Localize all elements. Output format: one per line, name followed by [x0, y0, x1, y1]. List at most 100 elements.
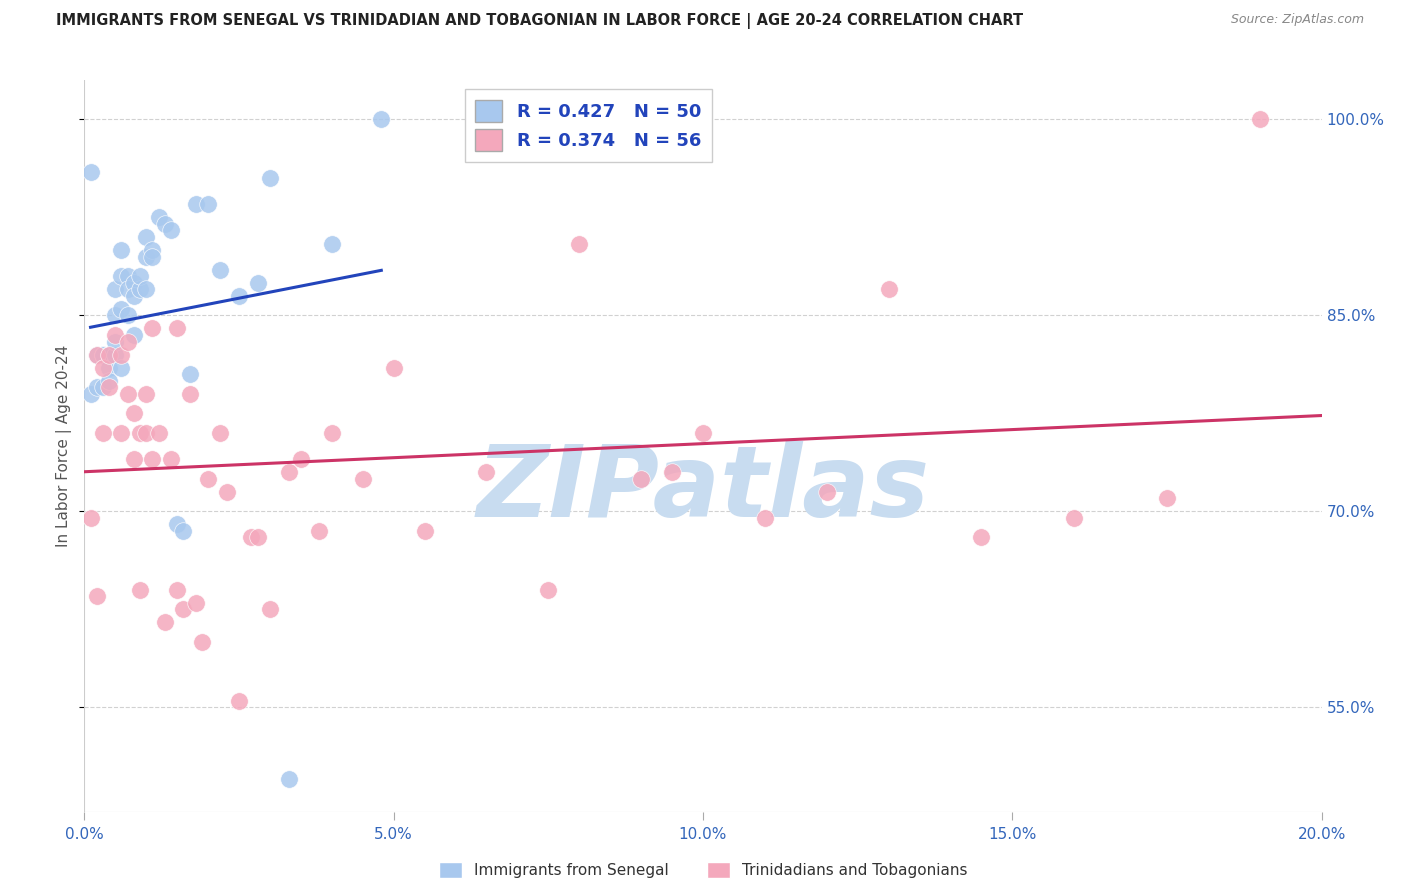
Point: [148, 211, 170, 225]
Point: [321, 236, 343, 251]
Point: [79, 386, 101, 401]
Y-axis label: In Labor Force | Age 20-24: In Labor Force | Age 20-24: [55, 345, 72, 547]
Point: [86, 380, 108, 394]
Point: [1249, 112, 1271, 127]
Point: [86, 589, 108, 603]
Point: [1156, 491, 1178, 506]
Point: [135, 250, 157, 264]
Point: [98, 348, 121, 362]
Point: [110, 425, 132, 440]
Point: [277, 772, 299, 786]
Point: [141, 243, 163, 257]
Point: [129, 425, 152, 440]
Point: [413, 524, 436, 538]
Point: [98, 348, 121, 362]
Point: [754, 511, 776, 525]
Point: [172, 524, 194, 538]
Point: [246, 530, 269, 544]
Point: [122, 452, 145, 467]
Point: [79, 165, 101, 179]
Point: [290, 452, 312, 467]
Point: [79, 511, 101, 525]
Point: [259, 171, 281, 186]
Point: [172, 602, 194, 616]
Text: Source: ZipAtlas.com: Source: ZipAtlas.com: [1230, 13, 1364, 27]
Point: [135, 386, 157, 401]
Text: ZIPatlas: ZIPatlas: [477, 442, 929, 539]
Point: [91, 425, 114, 440]
Point: [122, 276, 145, 290]
Point: [117, 334, 139, 349]
Point: [209, 425, 232, 440]
Point: [215, 484, 238, 499]
Point: [153, 217, 176, 231]
Point: [110, 301, 132, 316]
Point: [98, 380, 121, 394]
Point: [179, 386, 201, 401]
Point: [117, 282, 139, 296]
Point: [86, 348, 108, 362]
Point: [148, 425, 170, 440]
Point: [815, 484, 838, 499]
Point: [141, 250, 163, 264]
Point: [1063, 511, 1085, 525]
Point: [209, 262, 232, 277]
Point: [135, 282, 157, 296]
Point: [197, 472, 219, 486]
Text: IMMIGRANTS FROM SENEGAL VS TRINIDADIAN AND TOBAGONIAN IN LABOR FORCE | AGE 20-24: IMMIGRANTS FROM SENEGAL VS TRINIDADIAN A…: [56, 13, 1024, 29]
Legend: R = 0.427   N = 50, R = 0.374   N = 56: R = 0.427 N = 50, R = 0.374 N = 56: [464, 89, 713, 162]
Point: [110, 348, 132, 362]
Point: [117, 269, 139, 284]
Point: [692, 425, 714, 440]
Point: [110, 243, 132, 257]
Legend: Immigrants from Senegal, Trinidadians and Tobagonians: Immigrants from Senegal, Trinidadians an…: [433, 856, 973, 884]
Point: [240, 530, 263, 544]
Point: [537, 582, 560, 597]
Point: [197, 197, 219, 211]
Point: [308, 524, 330, 538]
Point: [91, 348, 114, 362]
Point: [228, 694, 250, 708]
Point: [98, 360, 121, 375]
Point: [321, 425, 343, 440]
Point: [122, 328, 145, 343]
Point: [129, 282, 152, 296]
Point: [110, 269, 132, 284]
Point: [184, 596, 207, 610]
Point: [661, 465, 683, 479]
Point: [104, 334, 127, 349]
Point: [160, 452, 183, 467]
Point: [129, 269, 152, 284]
Point: [86, 348, 108, 362]
Point: [135, 230, 157, 244]
Point: [259, 602, 281, 616]
Point: [117, 386, 139, 401]
Point: [98, 348, 121, 362]
Point: [179, 367, 201, 381]
Point: [91, 360, 114, 375]
Point: [475, 465, 498, 479]
Point: [141, 321, 163, 335]
Point: [110, 360, 132, 375]
Point: [91, 348, 114, 362]
Point: [122, 289, 145, 303]
Point: [104, 328, 127, 343]
Point: [117, 309, 139, 323]
Point: [98, 348, 121, 362]
Point: [166, 321, 188, 335]
Point: [160, 223, 183, 237]
Point: [98, 374, 121, 388]
Point: [91, 348, 114, 362]
Point: [877, 282, 900, 296]
Point: [370, 112, 392, 127]
Point: [630, 472, 652, 486]
Point: [277, 465, 299, 479]
Point: [135, 425, 157, 440]
Point: [129, 582, 152, 597]
Point: [184, 197, 207, 211]
Point: [153, 615, 176, 630]
Point: [122, 406, 145, 420]
Point: [568, 236, 591, 251]
Point: [352, 472, 374, 486]
Point: [104, 309, 127, 323]
